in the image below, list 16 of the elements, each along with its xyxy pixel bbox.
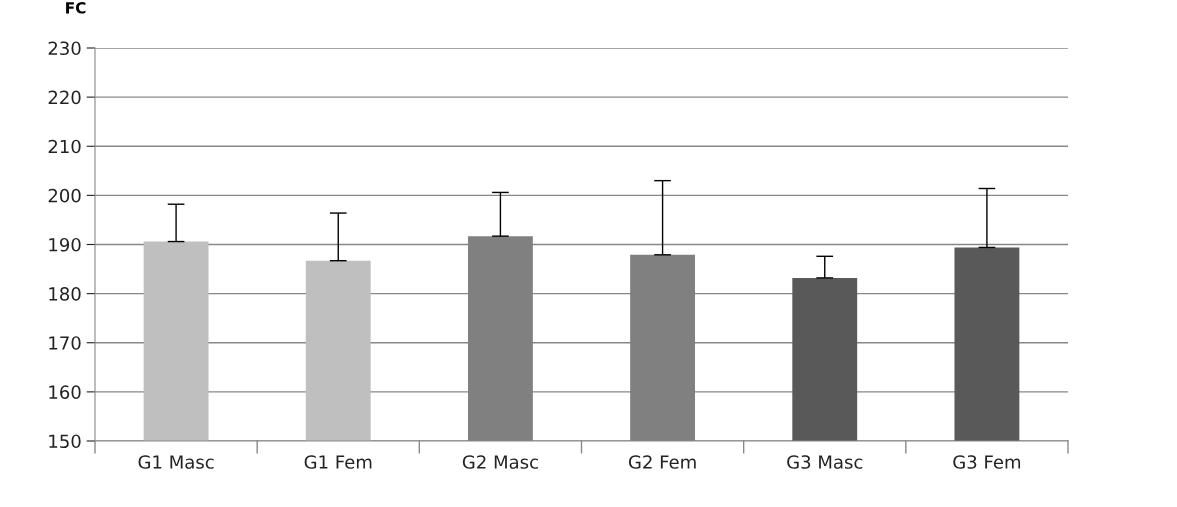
x-tick-label: G1 Fem (304, 455, 372, 469)
y-tick-label: 180 (49, 287, 81, 301)
y-tick-label: 160 (49, 385, 81, 399)
y-tick-label: 150 (49, 434, 81, 449)
y-axis-title: FC (66, 2, 86, 14)
x-tick-label: G1 Masc (138, 455, 214, 469)
x-tick-label: G3 Fem (953, 455, 1021, 469)
x-tick-label: G3 Masc (787, 455, 863, 469)
y-tick-label: 190 (49, 237, 81, 252)
y-tick-label: 170 (49, 336, 81, 350)
y-tick-label: 220 (48, 90, 81, 105)
y-tick-label: 210 (48, 139, 81, 154)
x-tick-label: G2 Masc (462, 455, 538, 469)
x-tick-label: G2 Fem (628, 455, 696, 469)
y-tick-label: 200 (48, 188, 81, 203)
y-tick-label: 230 (48, 41, 81, 56)
